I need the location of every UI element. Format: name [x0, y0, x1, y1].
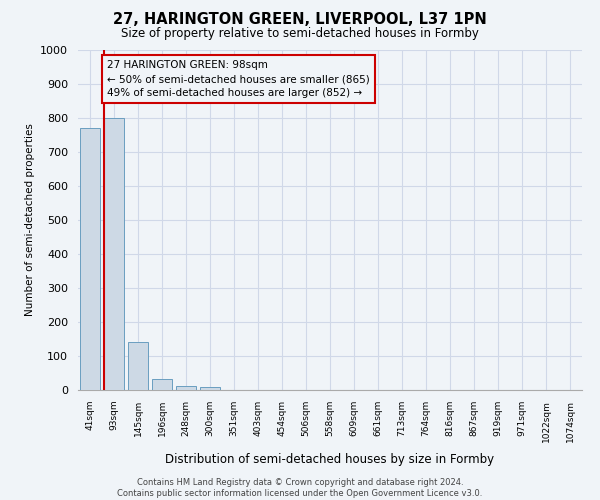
Bar — [176, 386, 196, 390]
X-axis label: Distribution of semi-detached houses by size in Formby: Distribution of semi-detached houses by … — [166, 453, 494, 466]
Bar — [200, 388, 220, 390]
Bar — [80, 128, 100, 390]
Text: 27, HARINGTON GREEN, LIVERPOOL, L37 1PN: 27, HARINGTON GREEN, LIVERPOOL, L37 1PN — [113, 12, 487, 28]
Bar — [104, 118, 124, 390]
Text: Contains HM Land Registry data © Crown copyright and database right 2024.
Contai: Contains HM Land Registry data © Crown c… — [118, 478, 482, 498]
Bar — [152, 379, 172, 390]
Text: 27 HARINGTON GREEN: 98sqm
← 50% of semi-detached houses are smaller (865)
49% of: 27 HARINGTON GREEN: 98sqm ← 50% of semi-… — [107, 60, 370, 98]
Y-axis label: Number of semi-detached properties: Number of semi-detached properties — [25, 124, 35, 316]
Text: Size of property relative to semi-detached houses in Formby: Size of property relative to semi-detach… — [121, 28, 479, 40]
Bar — [128, 342, 148, 390]
